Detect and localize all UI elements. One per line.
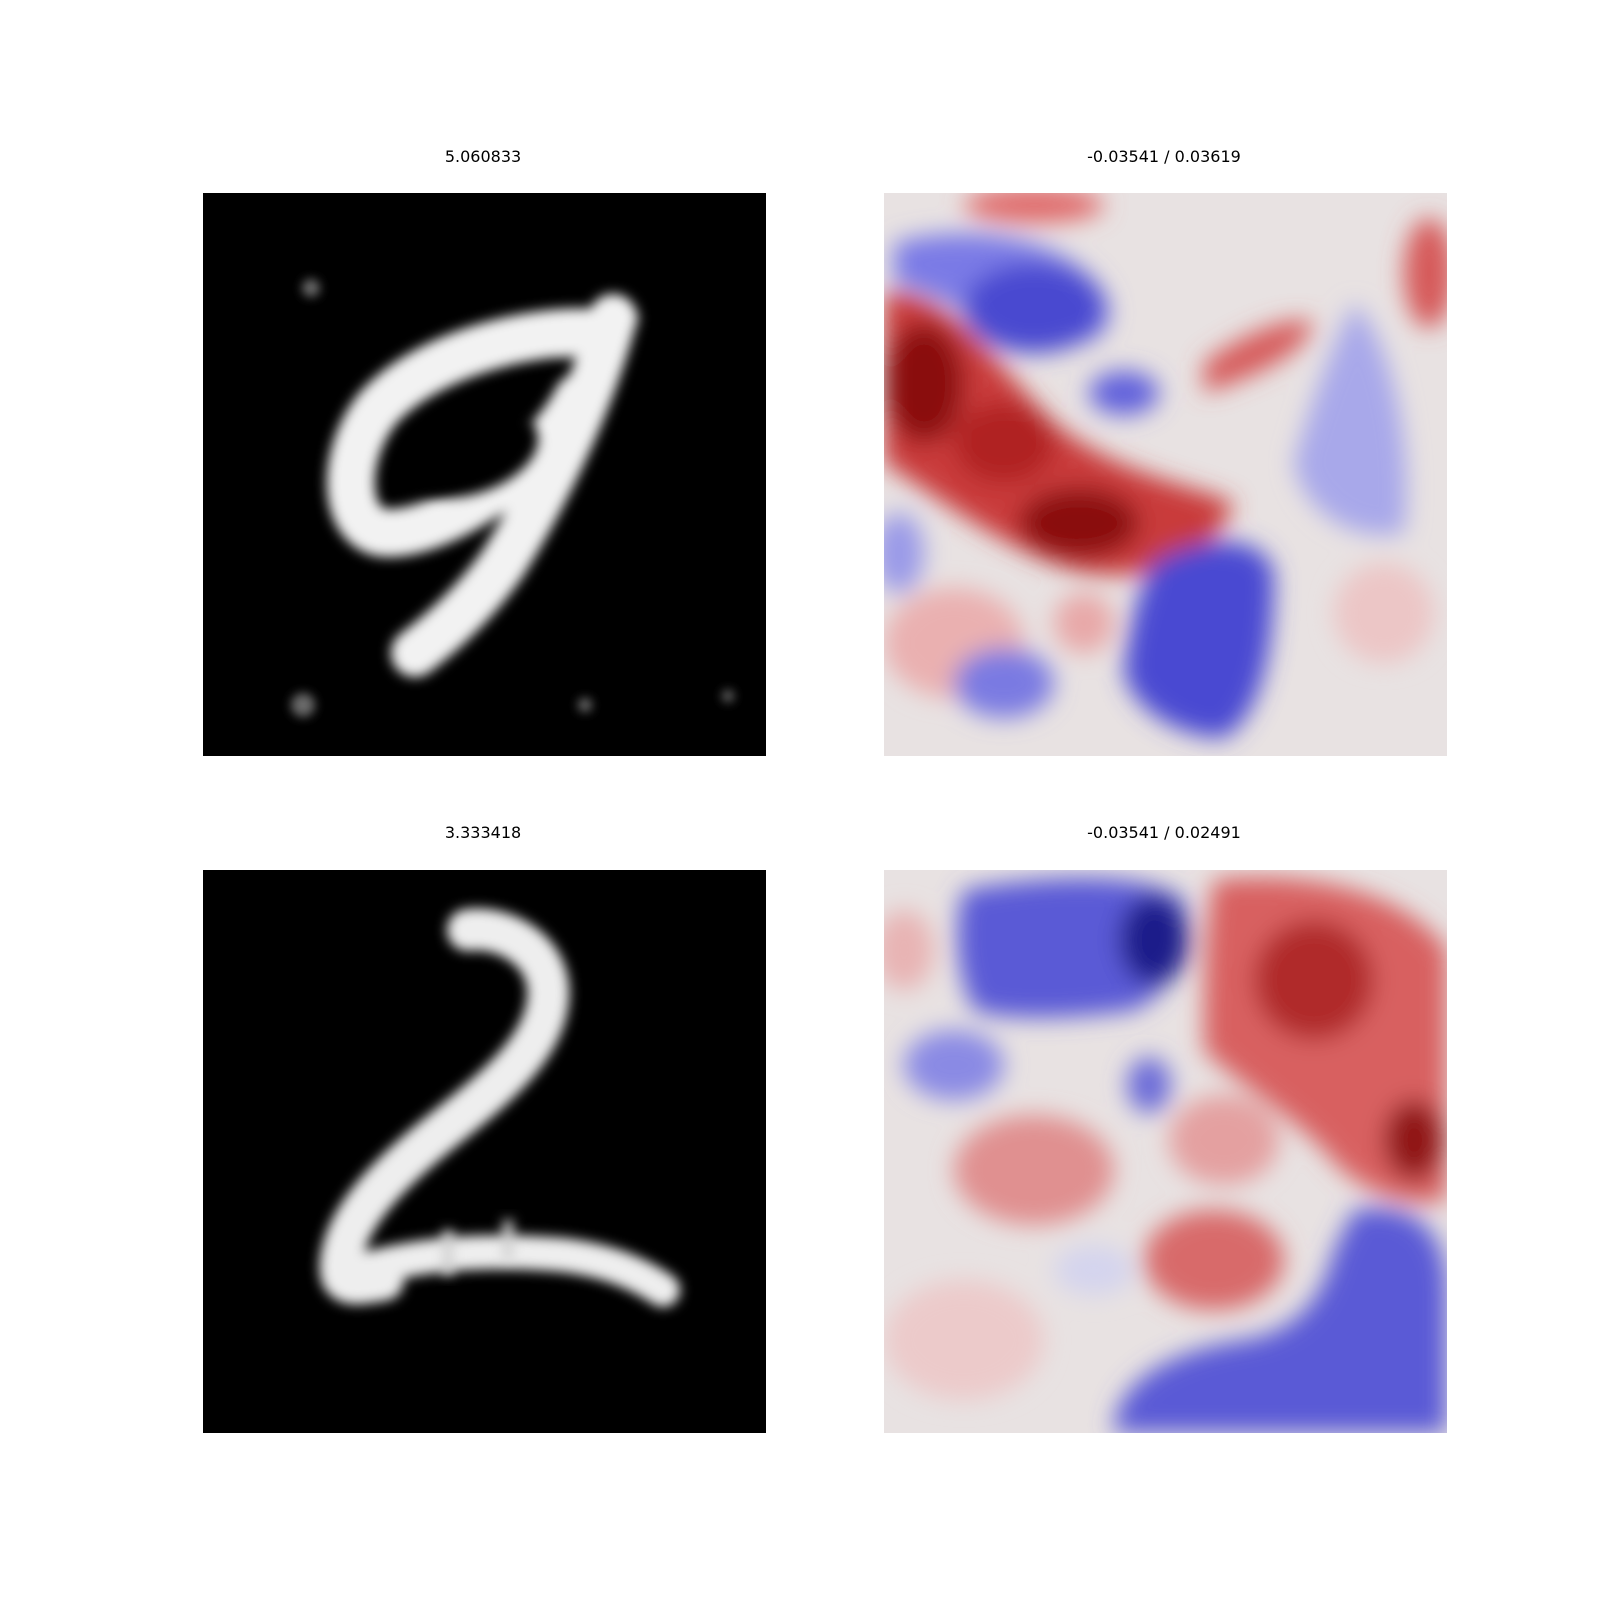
panel-title-digit-9: 5.060833	[444, 147, 522, 166]
panel-title-heatmap-1: -0.03541 / 0.03619	[1087, 147, 1241, 166]
attribution-heatmap-2	[884, 870, 1447, 1433]
attribution-heatmap-1-svg	[884, 193, 1447, 756]
digit-image-9	[203, 193, 766, 756]
attribution-heatmap-2-svg	[884, 870, 1447, 1433]
attribution-heatmap-1	[884, 193, 1447, 756]
panel-title-heatmap-2: -0.03541 / 0.02491	[1087, 823, 1241, 842]
digit-image-2-svg	[203, 870, 766, 1433]
digit-image-2	[203, 870, 766, 1433]
panel-title-digit-2: 3.333418	[444, 823, 522, 842]
digit-image-9-svg	[203, 193, 766, 756]
